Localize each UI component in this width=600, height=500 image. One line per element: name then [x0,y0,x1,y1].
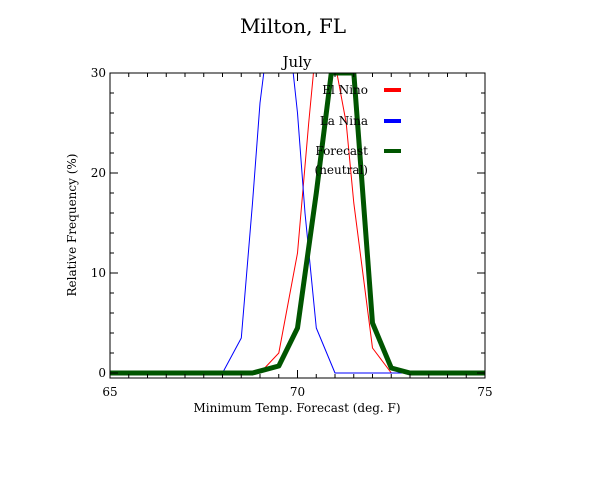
y-tick-label: 0 [98,366,106,380]
x-tick-label: 75 [477,385,492,399]
series-layer [110,73,485,376]
series-line-3 [110,73,485,376]
legend: El Nino La Nina Forecast (neutral) [315,83,401,177]
legend-label-2: La Nina [320,114,368,128]
y-axis-label: Relative Frequency (%) [65,154,79,297]
y-tick-label: 20 [91,166,106,180]
x-tick-label: 70 [290,385,305,399]
tick-layer: 65 70 75 0 10 20 30 [91,66,493,399]
legend-label-1: El Nino [322,83,368,97]
x-axis-label: Minimum Temp. Forecast (deg. F) [193,401,400,415]
chart-subtitle: July [281,53,312,71]
legend-label-3-line-2: (neutral) [315,163,368,177]
chart-title: Milton, FL [240,14,346,38]
y-tick-label: 10 [91,266,106,280]
legend-label-3: Forecast [315,144,368,158]
y-tick-label: 30 [91,66,106,80]
x-tick-label: 65 [102,385,117,399]
